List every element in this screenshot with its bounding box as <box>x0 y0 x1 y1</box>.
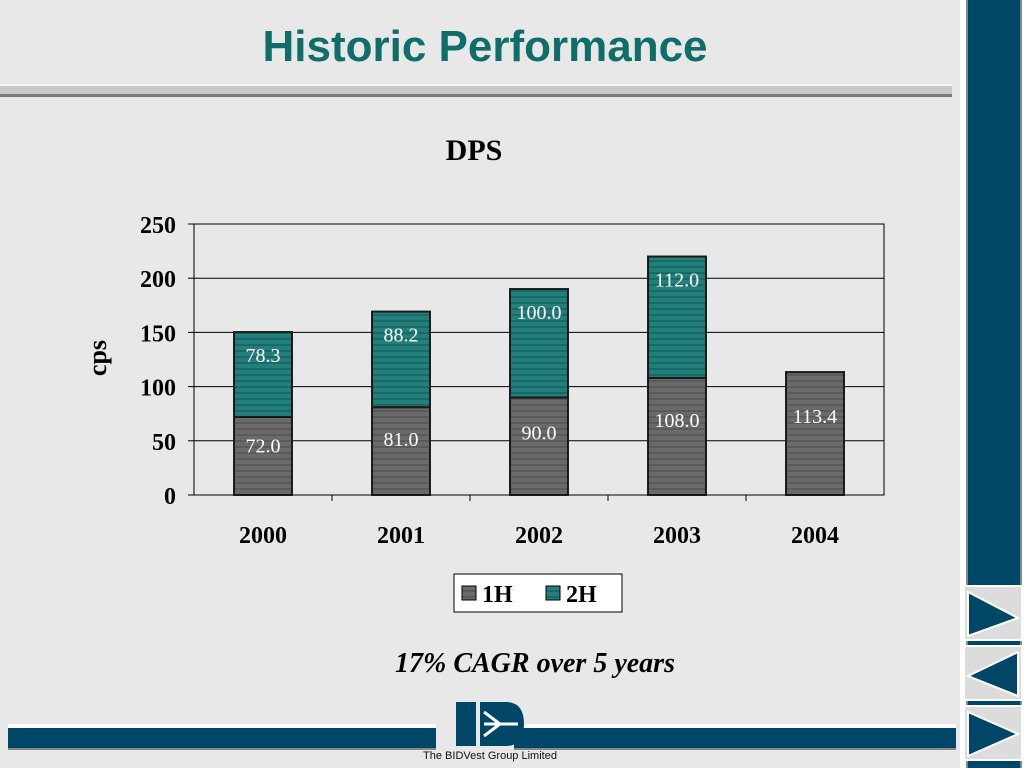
x-tick-label: 2004 <box>791 523 839 549</box>
dps-chart: DPS cps 0 50 100 150 200 250 72.0 78.3 81.0 88.2… <box>83 134 885 613</box>
forward-arrow-icon[interactable] <box>962 584 1024 642</box>
x-tick-label: 2002 <box>515 523 563 549</box>
data-label: 72.0 <box>246 435 281 457</box>
y-tick-label: 100 <box>140 376 176 402</box>
bar-1h-2000 <box>233 415 293 496</box>
bidvest-logo <box>440 700 564 768</box>
title-divider <box>0 84 952 97</box>
bar-1h-2002 <box>509 396 569 496</box>
data-label: 113.4 <box>793 406 837 428</box>
cagr-note: 17% CAGR over 5 years <box>395 648 675 679</box>
y-tick-label: 0 <box>164 484 176 510</box>
data-label: 100.0 <box>517 302 562 324</box>
back-arrow-icon[interactable] <box>962 644 1024 702</box>
x-tick-label: 2000 <box>239 523 287 549</box>
data-label: 112.0 <box>655 270 699 292</box>
data-label: 81.0 <box>384 429 419 451</box>
y-tick-label: 200 <box>140 267 176 293</box>
bar-1h-2004 <box>785 371 845 496</box>
data-label: 78.3 <box>246 345 281 367</box>
y-axis-label: cps <box>83 340 112 376</box>
return-arrow-icon[interactable] <box>962 704 1024 762</box>
data-label: 108.0 <box>655 410 700 432</box>
bar-2h-2002 <box>509 288 569 399</box>
bar-2h-2000 <box>233 331 293 418</box>
bar-2h-2001 <box>371 310 431 409</box>
x-tick-label: 2003 <box>653 523 701 549</box>
slide-title: Historic Performance <box>262 22 708 71</box>
legend-label-2h: 2H <box>566 582 597 608</box>
company-caption: The BIDVest Group Limited <box>423 750 557 762</box>
legend-swatch-1h <box>461 585 477 601</box>
bar-2h-2003 <box>647 255 707 379</box>
chart-title: DPS <box>446 134 503 167</box>
legend-swatch-2h <box>545 585 561 601</box>
footer-bar-left <box>8 724 436 750</box>
y-tick-label: 50 <box>152 430 176 456</box>
bar-1h-2001 <box>371 406 431 497</box>
footer-bar-right <box>514 724 956 750</box>
data-label: 90.0 <box>522 423 557 445</box>
bar-1h-2003 <box>647 376 707 497</box>
y-tick-label: 250 <box>140 213 176 239</box>
y-tick-label: 150 <box>140 321 176 347</box>
legend-label-1h: 1H <box>482 582 513 608</box>
chart-legend: 1H 2H <box>453 573 623 613</box>
x-tick-label: 2001 <box>377 523 425 549</box>
data-label: 88.2 <box>384 325 419 347</box>
